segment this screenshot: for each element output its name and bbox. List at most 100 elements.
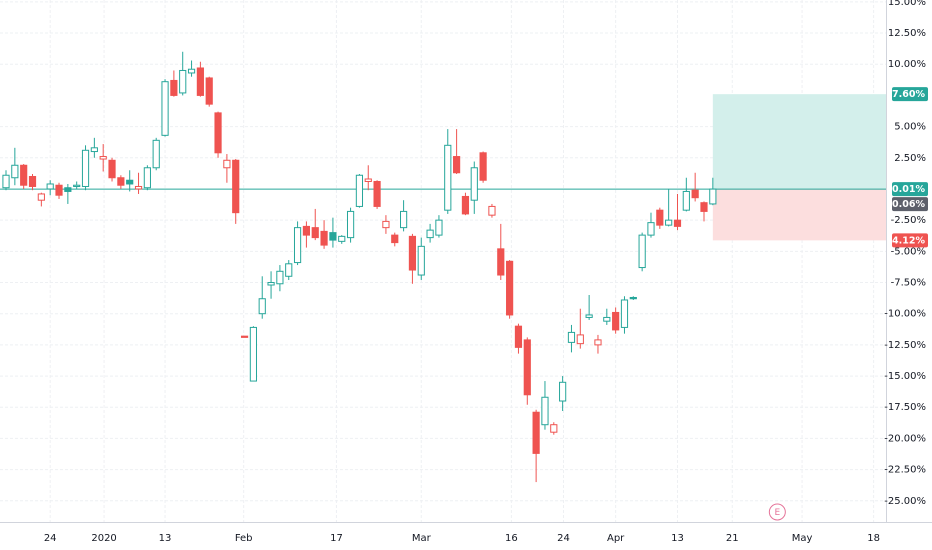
x-tick-label: 13 bbox=[159, 533, 172, 544]
candle bbox=[373, 180, 381, 209]
candle bbox=[479, 151, 487, 183]
price-badge-label: -4.12% bbox=[888, 235, 925, 246]
candle bbox=[673, 193, 682, 231]
candle-body bbox=[81, 149, 90, 187]
candle-body bbox=[108, 159, 116, 179]
candle bbox=[656, 207, 664, 229]
candle-body bbox=[382, 220, 390, 229]
candle bbox=[99, 144, 107, 172]
price-badge bbox=[892, 87, 928, 102]
candle-body bbox=[488, 205, 496, 216]
candle bbox=[647, 212, 655, 238]
candle bbox=[179, 51, 187, 96]
candle-body bbox=[320, 230, 328, 246]
candle-body bbox=[426, 229, 434, 239]
candle-body bbox=[249, 326, 257, 382]
candle bbox=[267, 271, 275, 299]
candle bbox=[488, 203, 496, 218]
candle-body bbox=[214, 112, 222, 154]
candle-body bbox=[364, 178, 372, 182]
candle-body bbox=[267, 282, 275, 286]
candle bbox=[187, 60, 196, 77]
candle-body bbox=[170, 79, 178, 96]
candle bbox=[629, 296, 637, 300]
candle bbox=[408, 233, 417, 284]
candle-body bbox=[223, 159, 231, 169]
candle bbox=[293, 221, 302, 266]
candle bbox=[541, 381, 549, 430]
candle bbox=[81, 145, 90, 191]
candle bbox=[638, 232, 646, 272]
candle bbox=[559, 376, 567, 411]
candle-body bbox=[258, 298, 266, 315]
candle bbox=[444, 129, 452, 214]
y-tick-label: -12.50% bbox=[884, 340, 926, 351]
candle-body bbox=[161, 81, 169, 136]
candle-body bbox=[497, 248, 505, 276]
y-tick-label: 15.00% bbox=[888, 0, 926, 8]
candle-body bbox=[514, 325, 523, 348]
candle-body bbox=[506, 260, 514, 316]
candle bbox=[320, 220, 328, 249]
candle-body bbox=[550, 424, 558, 433]
candle-body bbox=[673, 219, 682, 227]
candle-body bbox=[541, 396, 549, 426]
candle-body bbox=[46, 183, 54, 190]
candle bbox=[567, 324, 576, 353]
candle bbox=[258, 276, 266, 319]
y-tick-label: 2.50% bbox=[894, 153, 926, 164]
candle bbox=[523, 337, 531, 405]
candle bbox=[28, 174, 37, 191]
candle-body bbox=[435, 219, 443, 236]
candle-body bbox=[311, 227, 319, 239]
candle-body bbox=[700, 202, 708, 212]
x-tick-label: 17 bbox=[330, 533, 343, 544]
candle-body bbox=[11, 164, 19, 179]
candle bbox=[514, 323, 523, 354]
candle-body bbox=[134, 185, 143, 190]
candle bbox=[453, 129, 461, 174]
candle-body bbox=[629, 296, 637, 300]
candle bbox=[285, 260, 293, 281]
candle-body bbox=[64, 187, 72, 192]
candle bbox=[497, 223, 505, 281]
candle bbox=[585, 294, 593, 320]
y-tick-label: -25.00% bbox=[884, 496, 926, 507]
candle-body bbox=[2, 174, 10, 189]
price-badge-label: -0.01% bbox=[888, 184, 925, 195]
candle-body bbox=[603, 316, 611, 322]
candle-body bbox=[559, 381, 567, 402]
candle-body bbox=[373, 180, 381, 207]
candle bbox=[311, 208, 319, 241]
candle-body bbox=[329, 232, 337, 241]
candle bbox=[196, 61, 204, 97]
candle bbox=[223, 154, 231, 183]
candle bbox=[37, 192, 45, 207]
candle-body bbox=[391, 234, 399, 244]
y-tick-label: -7.50% bbox=[891, 278, 926, 289]
candle-body bbox=[232, 159, 240, 214]
y-tick-label: 5.00% bbox=[894, 122, 926, 133]
x-tick-label: Feb bbox=[235, 533, 253, 544]
candle-body bbox=[665, 219, 673, 226]
candle-body bbox=[355, 174, 364, 207]
candle bbox=[665, 188, 673, 227]
candle bbox=[329, 217, 337, 248]
y-tick-label: -20.00% bbox=[884, 433, 926, 444]
candle bbox=[143, 165, 151, 191]
x-tick-label: Apr bbox=[607, 533, 625, 544]
candle bbox=[691, 172, 699, 202]
candle bbox=[55, 182, 63, 199]
candle bbox=[355, 174, 364, 208]
candle-body bbox=[20, 164, 28, 186]
candle bbox=[20, 164, 28, 189]
candle bbox=[338, 235, 346, 244]
candle-body bbox=[567, 331, 576, 343]
candle-body bbox=[594, 339, 602, 346]
candle bbox=[90, 137, 98, 158]
y-tick-label: -15.00% bbox=[884, 371, 926, 382]
candle bbox=[682, 177, 690, 212]
candle-body bbox=[143, 167, 151, 189]
